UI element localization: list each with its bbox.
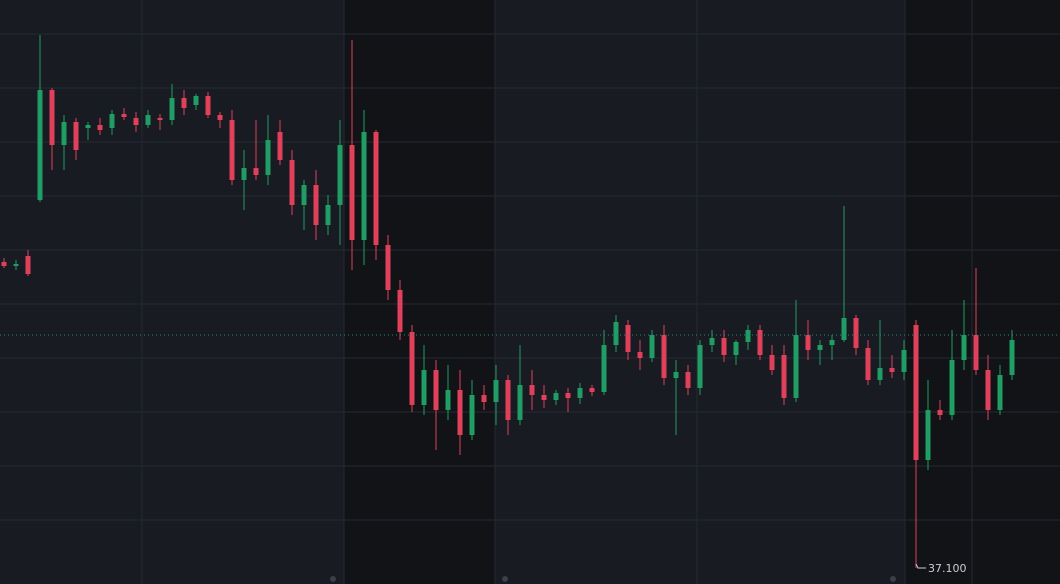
candle-body xyxy=(481,395,487,402)
candle-body xyxy=(445,390,451,410)
candle-body xyxy=(121,114,127,117)
candle-body xyxy=(193,96,199,105)
candle-body xyxy=(181,98,187,108)
candle-body xyxy=(649,335,655,358)
candle-body xyxy=(133,118,139,125)
candle-body xyxy=(433,370,439,410)
candle-body xyxy=(361,132,367,240)
candle-body xyxy=(793,335,799,398)
candle-body xyxy=(937,410,943,415)
candle-body xyxy=(145,115,151,125)
candle-body xyxy=(49,90,55,145)
candle-body xyxy=(265,140,271,175)
candle-body xyxy=(205,96,211,115)
candle-body xyxy=(853,318,859,348)
candle-body xyxy=(85,125,91,128)
candle-body xyxy=(13,264,19,266)
candle-body xyxy=(913,325,919,460)
candle-body xyxy=(229,120,235,180)
candle-body xyxy=(709,338,715,345)
candle-body xyxy=(301,185,307,205)
candle-body xyxy=(985,370,991,410)
candle-body xyxy=(601,345,607,392)
candle-body xyxy=(949,360,955,415)
candle-body xyxy=(241,168,247,180)
candle-body xyxy=(733,342,739,355)
candle-body xyxy=(385,245,391,290)
candle-body xyxy=(1009,340,1015,375)
candle-body xyxy=(925,410,931,460)
candle-body xyxy=(997,375,1003,410)
candle-body xyxy=(973,335,979,370)
candle-body xyxy=(421,370,427,405)
candle-body xyxy=(841,318,847,340)
candle-body xyxy=(157,118,163,120)
low-label: 37.100 xyxy=(928,562,967,575)
candle-body xyxy=(337,145,343,205)
moon-icon xyxy=(502,576,508,582)
candle-body xyxy=(685,372,691,388)
candle-body xyxy=(901,350,907,372)
candle-body xyxy=(97,125,103,130)
candle-body xyxy=(493,380,499,402)
candle-body xyxy=(517,385,523,420)
candle-body xyxy=(565,393,571,398)
candle-body xyxy=(313,185,319,225)
session-shade xyxy=(344,0,495,584)
candle-body xyxy=(349,145,355,240)
candle-body xyxy=(589,388,595,392)
candle-body xyxy=(769,355,775,370)
candles: 37.100 xyxy=(0,35,1060,575)
candle-body xyxy=(529,385,535,395)
session-icons xyxy=(330,576,896,582)
candle-body xyxy=(625,325,631,352)
candle-body xyxy=(877,368,883,380)
candle-body xyxy=(805,335,811,350)
candle-body xyxy=(457,390,463,435)
candle-body xyxy=(673,372,679,378)
candle-body xyxy=(325,205,331,225)
sun-icon xyxy=(330,576,336,582)
candle-body xyxy=(505,380,511,420)
candle-body xyxy=(889,368,895,372)
candle-body xyxy=(745,330,751,342)
candle-body xyxy=(37,90,43,200)
candle-body xyxy=(829,340,835,345)
candle-body xyxy=(577,388,583,398)
candle-body xyxy=(25,256,31,274)
candle-body xyxy=(109,114,115,128)
candle-body xyxy=(613,322,619,345)
candle-body xyxy=(553,393,559,400)
candle-body xyxy=(817,345,823,350)
candle-body xyxy=(961,335,967,360)
low-leader xyxy=(915,563,926,569)
candle-body xyxy=(169,98,175,120)
candle-body xyxy=(721,338,727,355)
candle-body xyxy=(1,262,7,266)
candle-body xyxy=(61,122,67,145)
candle-body xyxy=(637,352,643,358)
candle-body xyxy=(541,395,547,400)
candle-body xyxy=(73,122,79,150)
candle-body xyxy=(865,348,871,380)
candle-body xyxy=(757,330,763,355)
candle-body xyxy=(781,355,787,398)
candle-body xyxy=(697,345,703,388)
candle-body xyxy=(373,132,379,245)
candle-body xyxy=(253,168,259,175)
candle-body xyxy=(217,115,223,120)
session-shade xyxy=(905,0,1060,584)
candle-body xyxy=(397,290,403,332)
candle-body xyxy=(277,132,283,160)
candle-body xyxy=(661,335,667,378)
sun-icon xyxy=(890,576,896,582)
candle-body xyxy=(409,332,415,405)
candle-body xyxy=(289,160,295,205)
candle-body xyxy=(469,395,475,435)
